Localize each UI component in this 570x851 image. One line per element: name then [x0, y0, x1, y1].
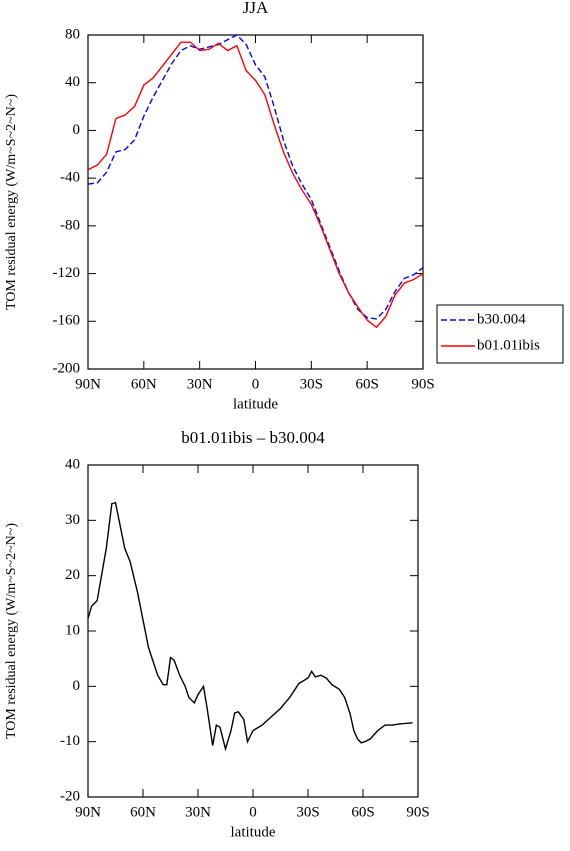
y-tick-label: 40	[65, 456, 80, 472]
chart-title: b01.01ibis – b30.004	[181, 428, 325, 447]
y-tick-label: -20	[60, 788, 80, 804]
x-tick-label: 90S	[411, 376, 434, 392]
y-tick-label: 0	[73, 678, 81, 694]
legend-label: b30.004	[477, 311, 526, 327]
x-tick-label: 60N	[131, 376, 157, 392]
y-tick-label: 80	[65, 26, 80, 42]
series-line	[87, 501, 413, 752]
series-line	[87, 34, 424, 320]
y-tick-label: -200	[53, 360, 81, 376]
legend-label: b01.01ibis	[477, 337, 540, 353]
y-tick-label: 0	[73, 122, 81, 138]
x-axis-label: latitude	[233, 396, 278, 412]
y-tick-label: -80	[60, 217, 80, 233]
y-tick-label: -10	[60, 733, 80, 749]
y-axis-label: TOM residual energy (W/m~S~2~N~)	[4, 523, 19, 739]
x-tick-label: 30S	[296, 804, 319, 820]
y-tick-label: 30	[65, 512, 80, 528]
y-tick-label: 20	[65, 567, 80, 583]
x-axis-label: latitude	[231, 824, 276, 840]
x-tick-label: 60N	[130, 804, 156, 820]
y-axis-label: TOM residual energy (W/m~S~2~N~)	[4, 94, 19, 310]
x-tick-label: 90N	[75, 376, 101, 392]
y-tick-label: 40	[65, 74, 80, 90]
plot-frame	[87, 464, 419, 798]
x-tick-label: 30N	[185, 804, 211, 820]
legend-box	[436, 304, 564, 364]
x-tick-label: 30N	[187, 376, 213, 392]
y-tick-label: 10	[65, 622, 80, 638]
y-tick-label: -120	[53, 265, 81, 281]
x-tick-label: 90S	[406, 804, 429, 820]
y-tick-label: -40	[60, 170, 80, 186]
chart-title: JJA	[243, 0, 269, 17]
y-tick-label: -160	[53, 313, 81, 329]
x-tick-label: 0	[249, 804, 257, 820]
x-tick-label: 30S	[300, 376, 323, 392]
x-tick-label: 90N	[75, 804, 101, 820]
x-tick-label: 0	[252, 376, 260, 392]
x-tick-label: 60S	[351, 804, 374, 820]
x-tick-label: 60S	[355, 376, 378, 392]
series-line	[87, 41, 424, 329]
